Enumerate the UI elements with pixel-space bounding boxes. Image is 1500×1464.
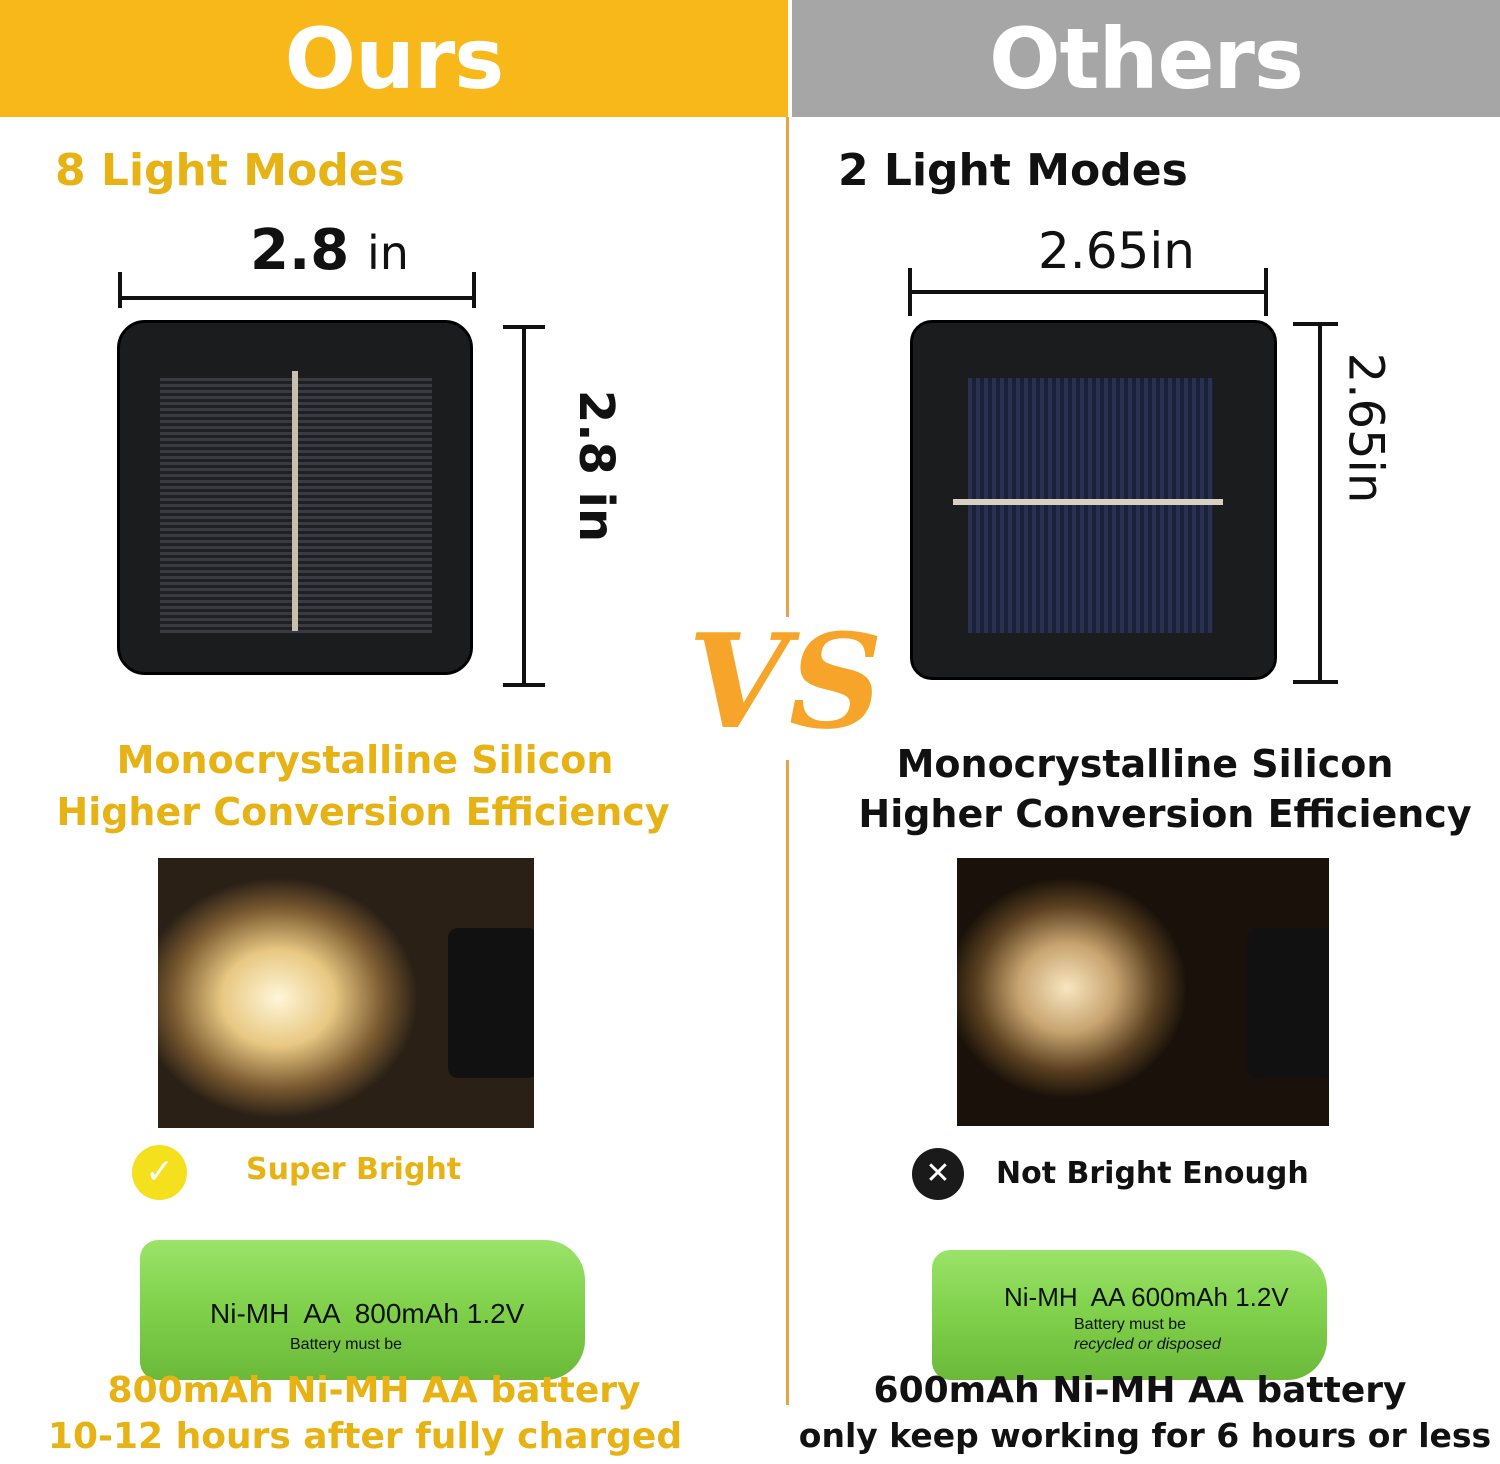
others-modes: 2 Light Modes: [838, 145, 1188, 196]
vs-label: VS: [688, 605, 883, 758]
ours-silicon-2: Higher Conversion Efficiency: [56, 790, 670, 834]
others-width: 2.65in: [1038, 222, 1195, 280]
others-silicon-1: Monocrystalline Silicon: [896, 742, 1394, 786]
check-circle-icon: ✓: [132, 1145, 187, 1200]
ours-battery-label: Ni-MH AA 800mAh 1.2V: [210, 1298, 525, 1329]
others-height: 2.65in: [1337, 352, 1394, 504]
others-battery-label: Ni-MH AA 600mAh 1.2V: [1004, 1282, 1289, 1312]
ours-modes: 8 Light Modes: [55, 145, 405, 196]
tick: [1293, 680, 1338, 684]
tick: [118, 272, 122, 308]
ours-width: 2.8 in: [250, 218, 409, 283]
ours-brightness: Super Bright: [246, 1152, 462, 1187]
others-battery-line1: 600mAh Ni-MH AA battery: [873, 1370, 1407, 1411]
others-header: Others: [792, 0, 1500, 117]
ours-width-value: 2.8: [250, 218, 350, 283]
others-battery-line2: only keep working for 6 hours or less: [798, 1416, 1492, 1455]
tick: [1264, 268, 1268, 316]
ours-battery-small: Battery must be: [290, 1336, 403, 1353]
tick: [1293, 322, 1338, 326]
ours-header: Ours: [0, 0, 788, 117]
ours-width-line: [120, 296, 475, 300]
others-solar-panel: [910, 320, 1277, 680]
ours-height-line: [522, 326, 526, 686]
others-battery-small-2: recycled or disposed: [1074, 1336, 1221, 1353]
divider-lower: [786, 760, 789, 1405]
tick: [503, 683, 545, 687]
tick: [908, 268, 912, 316]
ours-solar-panel: [117, 320, 473, 675]
others-brightness: Not Bright Enough: [996, 1156, 1309, 1191]
divider: [786, 117, 789, 617]
others-height-line: [1318, 324, 1322, 682]
ours-title: Ours: [284, 9, 505, 108]
ours-battery-line1: 800mAh Ni-MH AA battery: [107, 1370, 641, 1411]
others-light-photo: [957, 858, 1329, 1126]
others-silicon-2: Higher Conversion Efficiency: [858, 792, 1472, 836]
others-battery: Ni-MH AA 600mAh 1.2V Battery must be rec…: [932, 1250, 1327, 1380]
others-width-line: [910, 290, 1267, 294]
ours-silicon-1: Monocrystalline Silicon: [116, 738, 614, 782]
tick: [472, 272, 476, 308]
tick: [503, 325, 545, 329]
x-circle-icon: ✕: [912, 1148, 964, 1200]
ours-battery-line2: 10-12 hours after fully charged: [47, 1416, 683, 1457]
ours-battery: Ni-MH AA 800mAh 1.2V Battery must be: [140, 1240, 585, 1380]
ours-light-photo: [158, 858, 534, 1128]
others-battery-small: Battery must be: [1074, 1316, 1187, 1333]
ours-height: 2.8 in: [568, 389, 625, 543]
others-title: Others: [989, 9, 1304, 108]
ours-width-unit: in: [367, 226, 409, 280]
